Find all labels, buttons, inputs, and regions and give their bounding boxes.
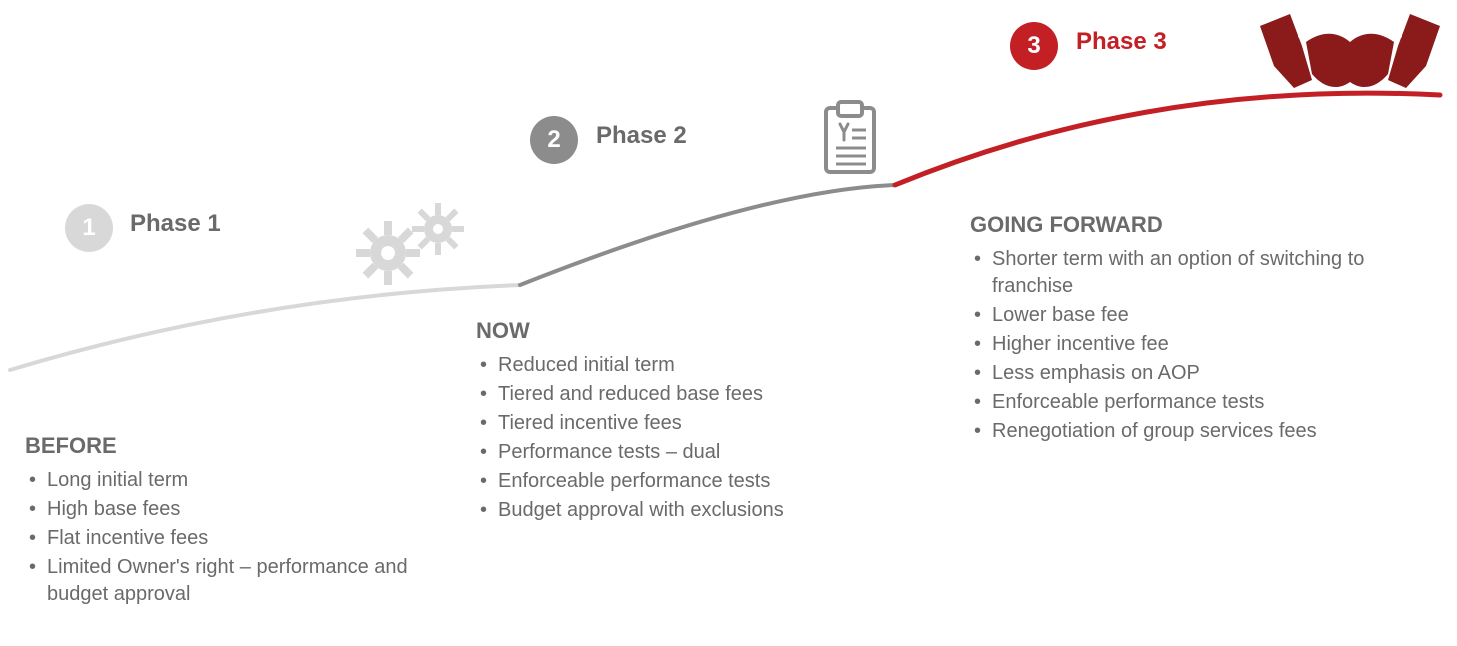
phase-1-heading: BEFORE	[25, 431, 455, 461]
curve-seg-3	[895, 93, 1440, 185]
list-item: Shorter term with an option of switching…	[970, 246, 1440, 300]
list-item: High base fees	[25, 496, 455, 523]
list-item: Performance tests – dual	[476, 439, 916, 466]
list-item: Reduced initial term	[476, 352, 916, 379]
list-item: Enforceable performance tests	[476, 468, 916, 495]
phase-1-label: Phase 1	[130, 210, 221, 238]
phase-1-block: BEFORE Long initial term High base fees …	[25, 431, 455, 610]
phase-2-badge: 2	[530, 116, 578, 164]
phase-2-block: NOW Reduced initial term Tiered and redu…	[476, 316, 916, 526]
phase-1-number: 1	[82, 214, 95, 242]
phase-3-label: Phase 3	[1076, 28, 1167, 56]
list-item: Enforceable performance tests	[970, 389, 1440, 416]
list-item: Budget approval with exclusions	[476, 497, 916, 524]
phase-1-badge: 1	[65, 204, 113, 252]
phase-1-list: Long initial term High base fees Flat in…	[25, 467, 455, 608]
list-item: Higher incentive fee	[970, 331, 1440, 358]
list-item: Less emphasis on AOP	[970, 360, 1440, 387]
handshake-icon	[1260, 8, 1440, 103]
list-item: Tiered incentive fees	[476, 410, 916, 437]
curve-seg-2	[520, 185, 895, 285]
phase-2-heading: NOW	[476, 316, 916, 346]
list-item: Long initial term	[25, 467, 455, 494]
phase-3-heading: GOING FORWARD	[970, 210, 1440, 240]
phase-3-list: Shorter term with an option of switching…	[970, 246, 1440, 445]
list-item: Lower base fee	[970, 302, 1440, 329]
clipboard-icon	[820, 100, 880, 183]
phase-2-label: Phase 2	[596, 122, 687, 150]
list-item: Limited Owner's right – performance and …	[25, 554, 455, 608]
phase-3-number: 3	[1027, 32, 1040, 60]
list-item: Flat incentive fees	[25, 525, 455, 552]
phase-2-number: 2	[547, 126, 560, 154]
list-item: Tiered and reduced base fees	[476, 381, 916, 408]
gears-icon	[350, 195, 480, 300]
phase-3-badge: 3	[1010, 22, 1058, 70]
list-item: Renegotiation of group services fees	[970, 418, 1440, 445]
phase-3-block: GOING FORWARD Shorter term with an optio…	[970, 210, 1440, 447]
phase-2-list: Reduced initial term Tiered and reduced …	[476, 352, 916, 524]
